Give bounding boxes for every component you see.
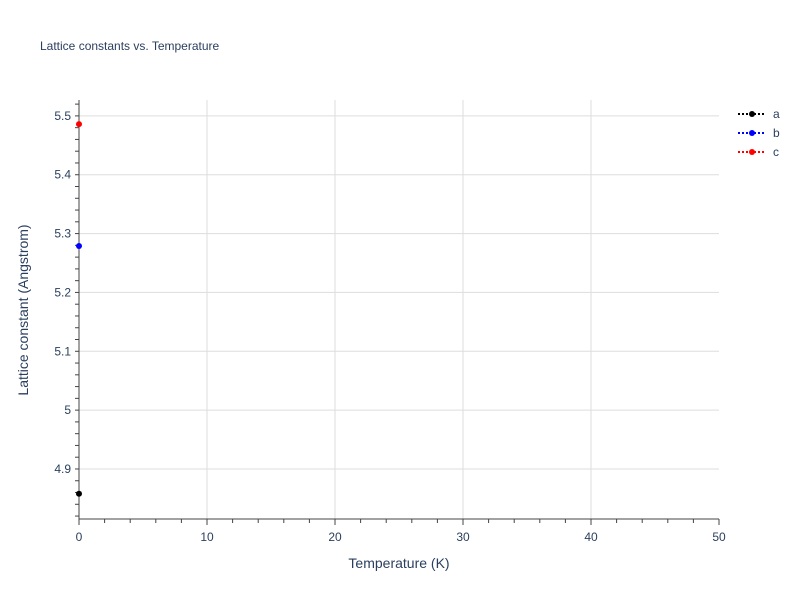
- data-point-c: [76, 121, 82, 128]
- legend-marker-c: [749, 149, 755, 155]
- legend-marker-b: [749, 130, 755, 136]
- legend-label-b: b: [773, 126, 780, 140]
- x-tick-label: 50: [712, 530, 726, 544]
- x-tick-label: 20: [328, 530, 342, 544]
- legend-marker-a: [749, 111, 755, 117]
- y-axis-label: Lattice constant (Angstrom): [15, 224, 31, 395]
- legend-label-a: a: [773, 107, 780, 121]
- x-tick-label: 10: [200, 530, 214, 544]
- x-axis-label: Temperature (K): [348, 555, 449, 571]
- y-tick-label: 5.1: [54, 344, 71, 358]
- chart-title: Lattice constants vs. Temperature: [40, 39, 220, 53]
- data-point-a: [76, 490, 82, 497]
- y-tick-label: 5.2: [54, 285, 71, 299]
- x-tick-label: 0: [76, 530, 83, 544]
- data-point-b: [76, 242, 82, 249]
- y-tick-label: 5.3: [54, 227, 71, 241]
- y-tick-label: 5.5: [54, 109, 71, 123]
- x-tick-label: 30: [456, 530, 470, 544]
- y-tick-label: 5.4: [54, 168, 71, 182]
- legend-label-c: c: [773, 145, 779, 159]
- y-tick-label: 4.9: [54, 462, 71, 476]
- x-tick-label: 40: [584, 530, 598, 544]
- y-tick-label: 5: [64, 403, 71, 417]
